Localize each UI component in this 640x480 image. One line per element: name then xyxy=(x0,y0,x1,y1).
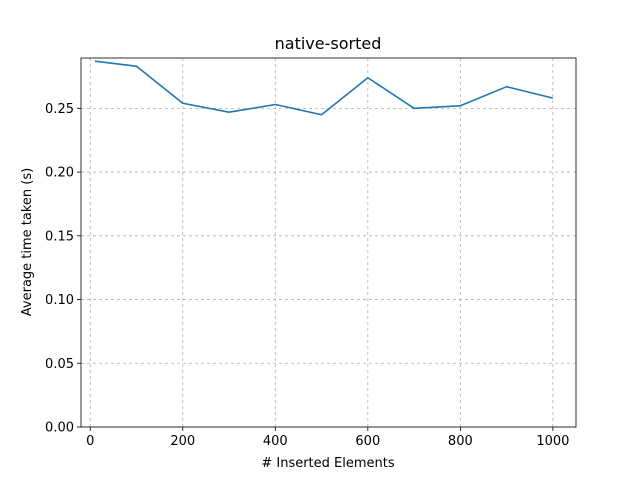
tick-layer: 0 200 400 600 800 1000 0.00 0.05 0.10 0.15 0.20 0.2… xyxy=(45,102,569,449)
y-tick-label: 0.05 xyxy=(45,357,74,372)
chart-title: native-sorted xyxy=(275,34,382,53)
series-layer xyxy=(94,60,554,116)
y-tick-label: 0.25 xyxy=(45,102,74,117)
y-axis-label: Average time taken (s) xyxy=(20,168,35,316)
x-axis-label: # Inserted Elements xyxy=(261,456,395,471)
grid-layer xyxy=(81,58,576,428)
y-tick-label: 0.15 xyxy=(45,229,74,244)
x-tick-label: 0 xyxy=(86,434,94,449)
x-tick-label: 600 xyxy=(355,434,380,449)
y-tick-label: 0.00 xyxy=(45,421,74,436)
series-line xyxy=(94,60,554,116)
x-tick-label: 800 xyxy=(448,434,473,449)
x-tick-label: 200 xyxy=(170,434,195,449)
plot-area-frame xyxy=(80,57,577,428)
y-tick-label: 0.20 xyxy=(45,166,74,181)
x-tick-label: 1000 xyxy=(536,434,569,449)
x-tick-label: 400 xyxy=(263,434,288,449)
y-tick-label: 0.10 xyxy=(45,293,74,308)
